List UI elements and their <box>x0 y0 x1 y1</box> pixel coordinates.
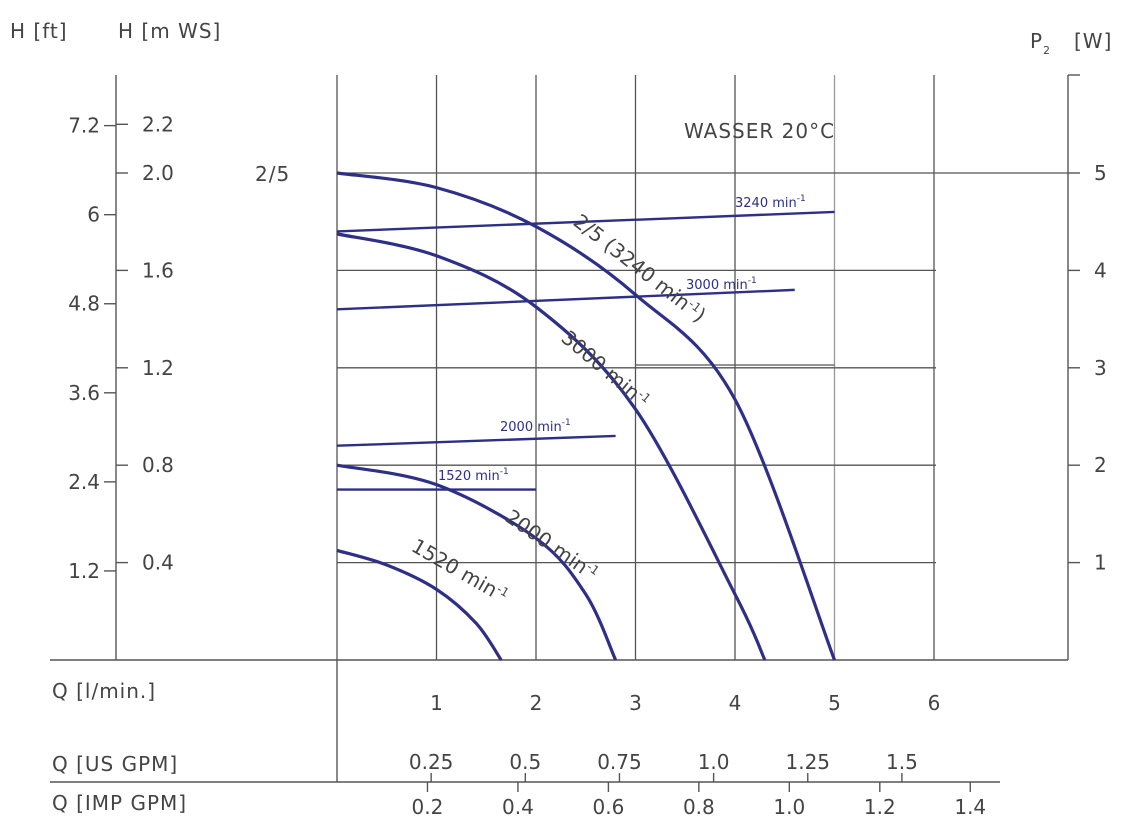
model-label: 2/5 <box>255 162 290 186</box>
head-label-3: 1520 min-1 <box>408 534 513 608</box>
head-label-1: 3000 min-1 <box>557 325 654 412</box>
x-usgpm-tick-label: 0.75 <box>597 750 642 774</box>
y-m-tick-label: 0.8 <box>142 453 174 477</box>
ticks: 1.2 2.4 3.6 4.8 6 7.2 0.4 0.8 1.2 1.6 2.0 2.2 1 2 3 4 5 1… <box>68 74 1107 819</box>
x-impgpm-tick-label: 1.2 <box>864 795 896 819</box>
power-line-1 <box>336 288 795 311</box>
x-impgpm-tick-label: 0.8 <box>683 795 715 819</box>
medium-annotation: WASSER 20°C <box>684 119 835 143</box>
x-lmin-tick-label: 6 <box>928 691 941 715</box>
x-axis-lmin-label: Q [l/min.] <box>52 679 156 703</box>
head-curve-0 <box>336 171 836 661</box>
grid <box>336 75 1068 660</box>
power-label-text: 3000 min <box>686 278 748 293</box>
power-label-text: 2000 min <box>500 420 562 435</box>
power-axis-subscript: 2 <box>1043 44 1050 57</box>
y-ft-tick-label: 4.8 <box>68 292 100 316</box>
power-label-superscript: -1 <box>500 467 509 477</box>
power-line-0 <box>336 210 835 233</box>
x-usgpm-tick-label: 0.25 <box>409 750 454 774</box>
power-label-3: 1520 min-1 <box>438 467 509 484</box>
x-lmin-tick-label: 3 <box>629 691 642 715</box>
head-label-2: 2000 min-1 <box>501 504 602 585</box>
y-m-tick-label: 1.6 <box>142 258 174 282</box>
x-impgpm-tick-label: 0.6 <box>592 795 624 819</box>
x-usgpm-tick-label: 1.5 <box>886 750 918 774</box>
power-curves <box>336 210 835 491</box>
y-axis-ft-label: H [ft] <box>10 19 68 43</box>
head-curve-3 <box>336 548 503 661</box>
y-right-tick-label: 1 <box>1094 551 1107 575</box>
power-label-text: 1520 min <box>438 469 500 484</box>
y-right-tick-label: 5 <box>1094 161 1107 185</box>
power-line-2 <box>336 434 616 447</box>
power-label-superscript: -1 <box>797 194 806 204</box>
x-usgpm-tick-label: 1.0 <box>698 750 730 774</box>
y-ft-tick-label: 7.2 <box>68 114 100 138</box>
y-ft-tick-label: 2.4 <box>68 470 100 494</box>
y-right-tick-label: 4 <box>1094 258 1107 282</box>
x-axis-impgpm-label: Q [IMP GPM] <box>52 791 187 815</box>
y-m-tick-label: 1.2 <box>142 356 174 380</box>
x-axis-usgpm-label: Q [US GPM] <box>52 752 178 776</box>
power-label-1: 3000 min-1 <box>686 276 757 293</box>
power-label-superscript: -1 <box>562 418 571 428</box>
head-label-part: 1520 min <box>408 534 502 602</box>
y-ft-tick-label: 3.6 <box>68 381 100 405</box>
y-m-tick-label: 0.4 <box>142 551 174 575</box>
head-curve-1 <box>336 232 767 661</box>
power-label-0: 3240 min-1 <box>735 194 806 211</box>
head-curves <box>336 171 836 661</box>
y-axis-m-label: H [m WS] <box>118 19 221 43</box>
x-impgpm-tick-label: 0.4 <box>502 795 534 819</box>
x-lmin-tick-label: 1 <box>430 691 443 715</box>
x-lmin-tick-label: 4 <box>729 691 742 715</box>
power-label-2: 2000 min-1 <box>500 418 571 435</box>
head-label-0: 2/5 (3240 min-1) <box>569 209 711 327</box>
head-label-part: 3000 min <box>557 325 645 404</box>
x-lmin-tick-label: 5 <box>828 691 841 715</box>
y-ft-tick-label: 6 <box>87 203 100 227</box>
x-usgpm-tick-label: 1.25 <box>785 750 830 774</box>
x-impgpm-tick-label: 1.4 <box>954 795 986 819</box>
power-axis-unit: [W] <box>1074 29 1112 53</box>
y-axis-right-label: P 2 [W] <box>1030 29 1112 57</box>
x-impgpm-tick-label: 1.0 <box>773 795 805 819</box>
y-m-tick-label: 2.2 <box>142 112 174 136</box>
power-axis-symbol: P <box>1030 29 1043 53</box>
y-right-tick-label: 2 <box>1094 453 1107 477</box>
x-usgpm-tick-label: 0.5 <box>509 750 541 774</box>
x-lmin-tick-label: 2 <box>530 691 543 715</box>
y-ft-tick-label: 1.2 <box>68 559 100 583</box>
power-label-superscript: -1 <box>748 276 757 286</box>
x-impgpm-tick-label: 0.2 <box>412 795 444 819</box>
y-right-tick-label: 3 <box>1094 356 1107 380</box>
y-m-tick-label: 2.0 <box>142 161 174 185</box>
head-curve-2 <box>336 463 618 661</box>
power-label-text: 3240 min <box>735 196 797 211</box>
head-label-part: 2000 min <box>501 504 593 578</box>
